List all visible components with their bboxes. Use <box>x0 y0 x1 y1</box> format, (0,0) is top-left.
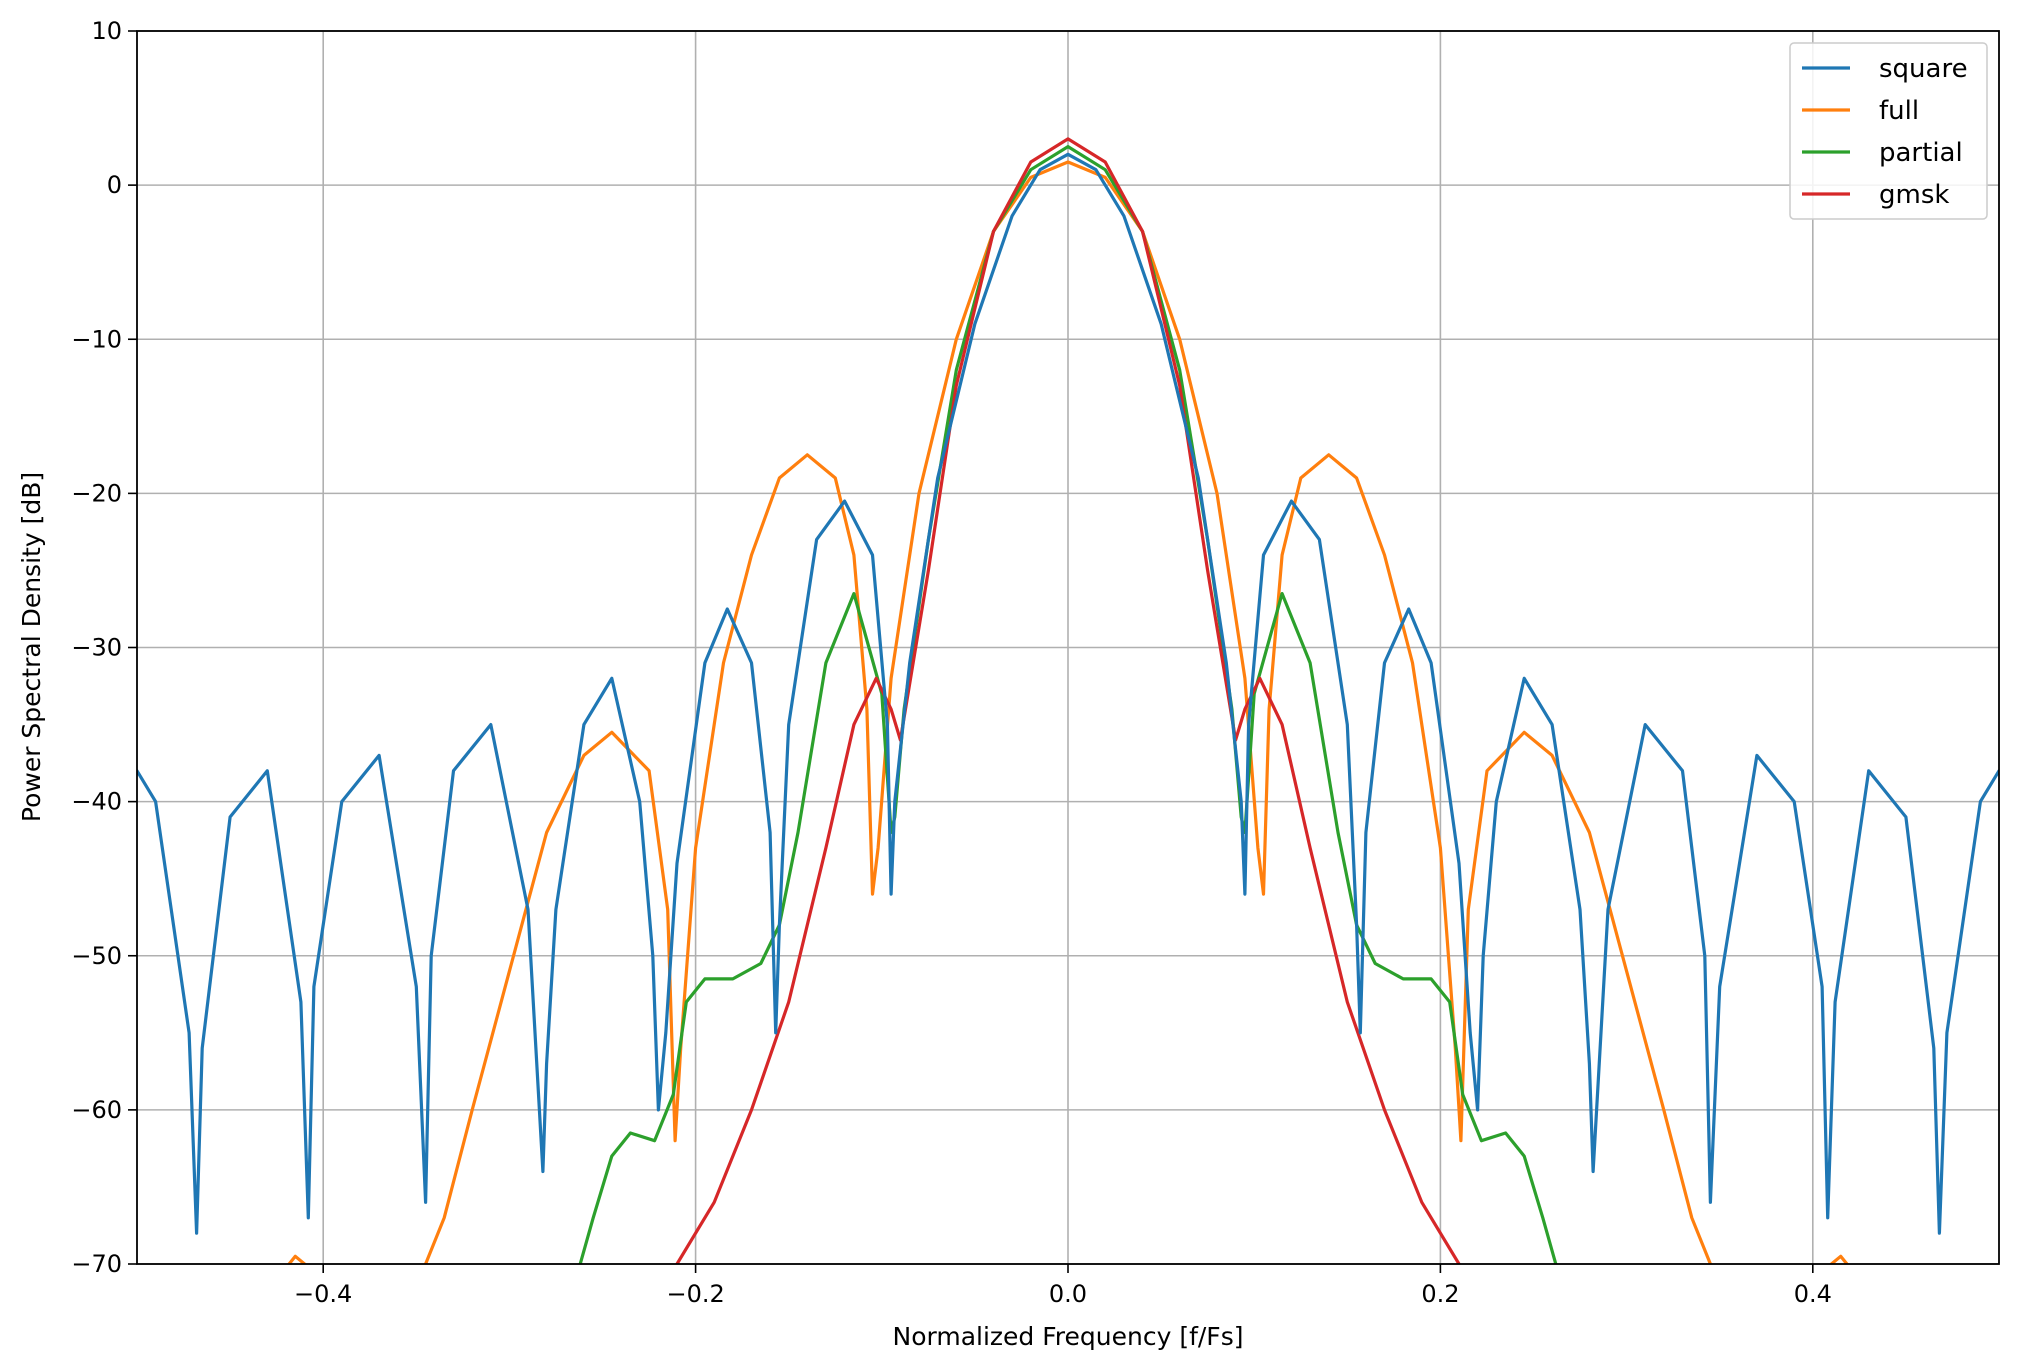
legend-items: square full partial gmsk <box>1802 54 1968 210</box>
y-tick-label: −30 <box>71 634 122 662</box>
y-tick-label: −20 <box>71 479 122 507</box>
series-line-square <box>137 152 1999 1235</box>
legend-box <box>1789 42 1988 220</box>
x-tick-label: −0.2 <box>666 1280 724 1308</box>
y-tick-label: 10 <box>91 17 122 45</box>
x-tick-label: 0.0 <box>1049 1280 1087 1308</box>
series-group <box>137 137 1999 1264</box>
series-line-partial <box>578 145 1558 1264</box>
y-tick-label: −10 <box>71 325 122 353</box>
y-axis-label: Power Spectral Density [dB] <box>17 472 46 822</box>
x-tick-label: 0.4 <box>1794 1280 1832 1308</box>
y-tick-label: −40 <box>71 788 122 816</box>
y-tick-label: −60 <box>71 1096 122 1124</box>
series-line-full <box>287 160 1849 1264</box>
series-line-gmsk <box>674 137 1462 1264</box>
legend-label-full: full <box>1879 96 1919 126</box>
legend-label-gmsk: gmsk <box>1879 180 1949 210</box>
legend-label-square: square <box>1879 54 1968 84</box>
legend: square full partial gmsk <box>1789 42 1988 220</box>
x-tick-label: −0.4 <box>294 1280 352 1308</box>
y-tick-label: 0 <box>107 171 122 199</box>
grid <box>137 30 1999 1265</box>
axis-ticks: −0.4 −0.2 0.0 0.2 0.4 10 0 −10 −20 −30 −40 −50 −60 −7… <box>71 17 1832 1308</box>
legend-label-partial: partial <box>1879 138 1963 168</box>
x-axis-label: Normalized Frequency [f/Fs] <box>893 1322 1244 1351</box>
y-tick-label: −50 <box>71 942 122 970</box>
y-tick-label: −70 <box>71 1250 122 1278</box>
x-tick-label: 0.2 <box>1421 1280 1459 1308</box>
